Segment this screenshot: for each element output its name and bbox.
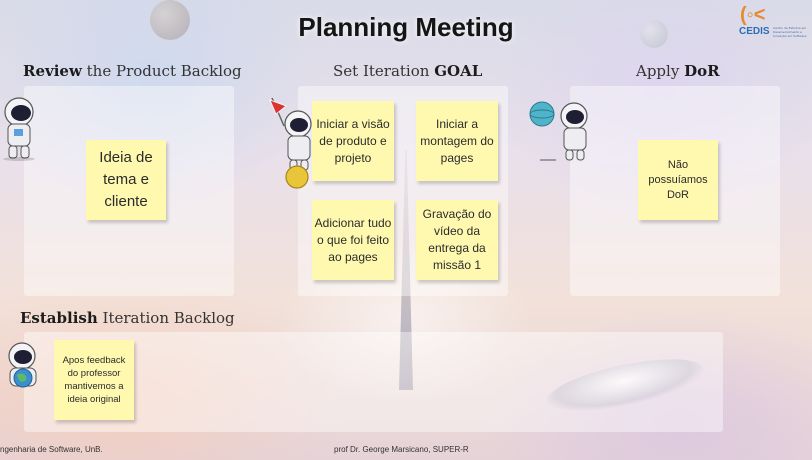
sticky-note-text: Não possuíamos DoR — [648, 158, 708, 201]
sticky-note-text: Adicionar tudo o que foi feito ao pages — [314, 215, 392, 264]
background-planet — [150, 0, 190, 40]
cedis-logo: (◦< CEDIS Centro de Estudos em Desenvolv… — [736, 4, 808, 40]
logo-name: CEDIS — [739, 26, 770, 37]
logo-tagline: Centro de Estudos em Desenvolvimento e I… — [773, 26, 807, 38]
sticky-note-text: Apos feedback do professor mantivemos a … — [62, 355, 126, 405]
heading-backlog: Establish Iteration Backlog — [20, 309, 235, 327]
heading-dor-rest: Apply — [636, 62, 685, 80]
astronaut-flag-icon — [269, 97, 312, 189]
heading-dor: Apply DoR — [636, 62, 720, 80]
sticky-note-dor[interactable]: Não possuíamos DoR — [638, 140, 718, 220]
sticky-note-goal-2[interactable]: Iniciar a montagem do pages — [416, 101, 498, 181]
astronaut-standing-icon — [3, 97, 35, 161]
sticky-note-text: Ideia de tema e cliente — [99, 149, 153, 210]
astronaut-globe-icon — [8, 342, 37, 388]
sticky-note-goal-4[interactable]: Gravação do vídeo da entrega da missão 1 — [416, 200, 498, 280]
heading-backlog-bold: Establish — [20, 309, 98, 327]
sticky-note-text: Iniciar a visão de produto e projeto — [316, 116, 390, 165]
heading-review-rest: the Product Backlog — [81, 62, 242, 80]
heading-backlog-rest: Iteration Backlog — [97, 309, 235, 327]
sticky-note-goal-1[interactable]: Iniciar a visão de produto e projeto — [312, 101, 394, 181]
heading-goal-bold: GOAL — [434, 62, 483, 80]
footer-author: prof Dr. George Marsicano, SUPER-R — [334, 445, 469, 454]
slide-title: Planning Meeting — [298, 12, 514, 42]
logo-mark-icon: (◦< — [740, 4, 766, 26]
sticky-note-text: Iniciar a montagem do pages — [420, 116, 494, 165]
heading-review-bold: Review — [23, 62, 82, 80]
panel-backlog — [24, 332, 723, 432]
sticky-note-text: Gravação do vídeo da entrega da missão 1 — [422, 207, 492, 272]
heading-dor-bold: DoR — [684, 62, 720, 80]
heading-review: Review the Product Backlog — [23, 62, 242, 80]
sticky-note-backlog[interactable]: Apos feedback do professor mantivemos a … — [54, 340, 134, 420]
heading-goal-rest: Set Iteration — [333, 62, 435, 80]
heading-goal: Set Iteration GOAL — [333, 62, 482, 80]
astronaut-planet-icon — [529, 101, 588, 161]
sticky-note-goal-3[interactable]: Adicionar tudo o que foi feito ao pages — [312, 200, 394, 280]
background-moon — [640, 20, 668, 48]
footer-course: ngenharia de Software, UnB. — [0, 445, 103, 454]
sticky-note-review[interactable]: Ideia de tema e cliente — [86, 140, 166, 220]
